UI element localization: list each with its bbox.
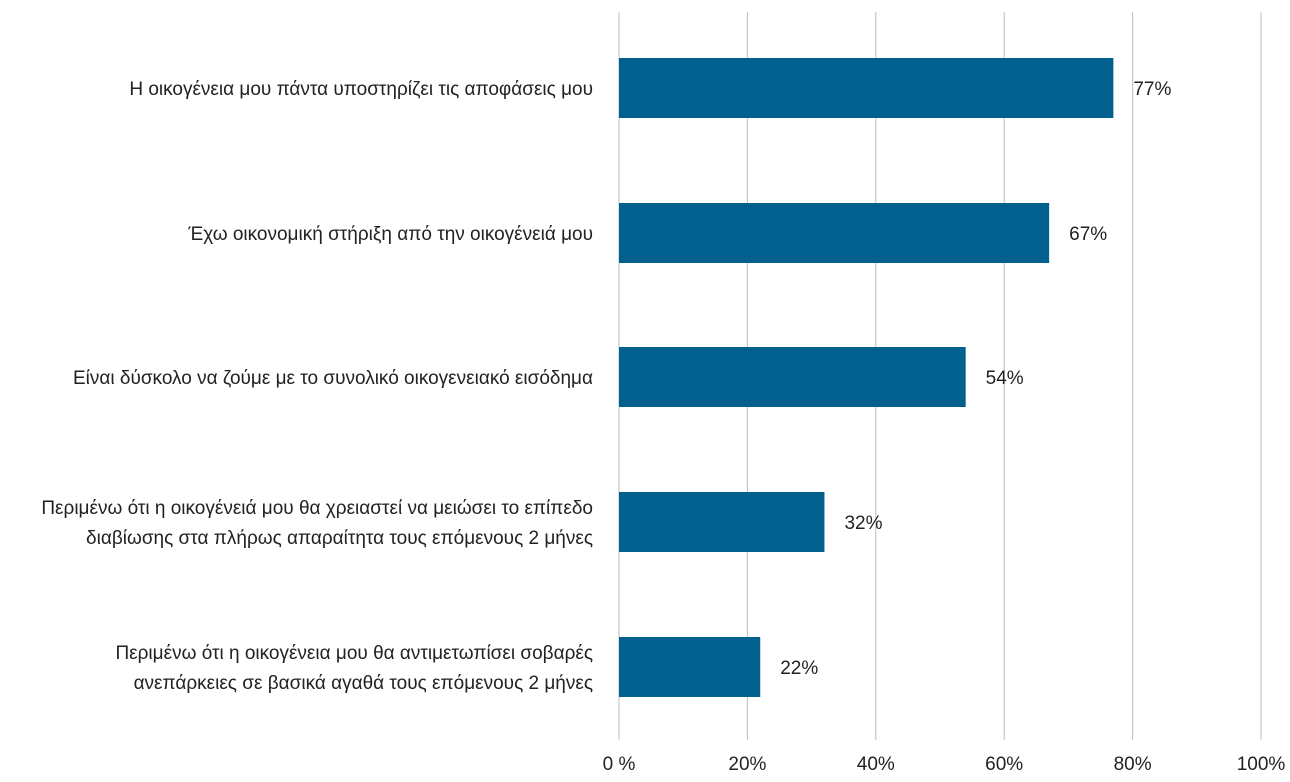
category-labels: Η οικογένεια μου πάντα υποστηρίζει τις α… [41,79,593,694]
category-label: Περιμένω ότι η οικογένεια μου θα αντιμετ… [115,643,593,664]
data-label: 32% [844,513,882,534]
bar [619,203,1050,263]
x-tick-label: 20% [728,754,766,775]
category-label: Είναι δύσκολο να ζούμε με το συνολικό οι… [73,368,593,389]
data-label: 67% [1069,224,1107,245]
data-label: 22% [780,658,818,679]
category-label: Έχω οικονομική στήριξη από την οικογένει… [187,224,593,245]
category-label: ανεπάρκειες σε βασικά αγαθά τους επόμενο… [134,673,593,694]
x-tick-label: 60% [985,754,1023,775]
bar [619,492,825,552]
bar [619,58,1114,118]
x-axis-tick-labels: 0 % 20% 40% 60% 80% 100% [603,754,1286,775]
data-label: 77% [1133,79,1171,100]
bar [619,347,966,407]
x-tick-label: 100% [1237,754,1286,775]
data-labels: 77% 67% 54% 32% 22% [780,79,1171,679]
category-label: Η οικογένεια μου πάντα υποστηρίζει τις α… [129,79,593,100]
bar [619,637,761,697]
category-label: Περιμένω ότι η οικογένειά μου θα χρειαστ… [41,498,593,519]
x-tick-label: 40% [857,754,895,775]
category-label: διαβίωσης στα πλήρως απαραίτητα τους επό… [86,528,593,549]
x-tick-label: 80% [1114,754,1152,775]
bars [619,58,1114,697]
data-label: 54% [986,368,1024,389]
x-tick-label: 0 % [603,754,636,775]
